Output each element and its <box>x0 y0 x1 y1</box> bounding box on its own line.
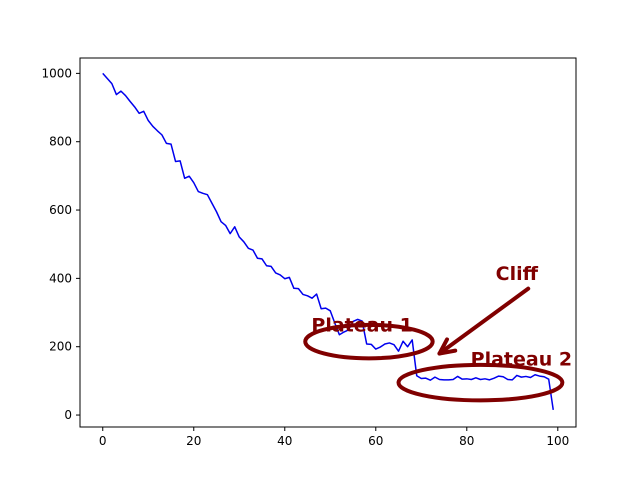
y-tick-label: 0 <box>64 408 72 422</box>
x-tick-label: 20 <box>186 434 201 448</box>
x-tick-label: 60 <box>368 434 383 448</box>
annotation-label: Cliff <box>496 263 539 285</box>
plateau-2-ellipse <box>396 362 565 403</box>
x-tick-label: 40 <box>277 434 292 448</box>
y-tick-label: 800 <box>49 135 72 149</box>
plateau-1-ellipse <box>303 322 435 361</box>
x-tick-label: 0 <box>99 434 107 448</box>
y-tick-label: 600 <box>49 203 72 217</box>
y-tick-label: 1000 <box>41 66 72 80</box>
annotation-layer: Plateau 1 Plateau 2 Cliff <box>303 263 572 403</box>
cliff-arrow-shaft <box>437 286 531 356</box>
y-tick-label: 200 <box>49 340 72 354</box>
x-tick-label: 80 <box>459 434 474 448</box>
cliff-arrow-head <box>437 337 458 356</box>
annotation-label: Plateau 1 <box>311 314 412 336</box>
marks-layer <box>102 72 554 411</box>
annotation-label: Plateau 2 <box>471 349 572 371</box>
y-tick-label: 400 <box>49 271 72 285</box>
x-tick-label: 100 <box>546 434 569 448</box>
series-line-1 <box>102 72 554 411</box>
plot-frame <box>79 57 577 428</box>
